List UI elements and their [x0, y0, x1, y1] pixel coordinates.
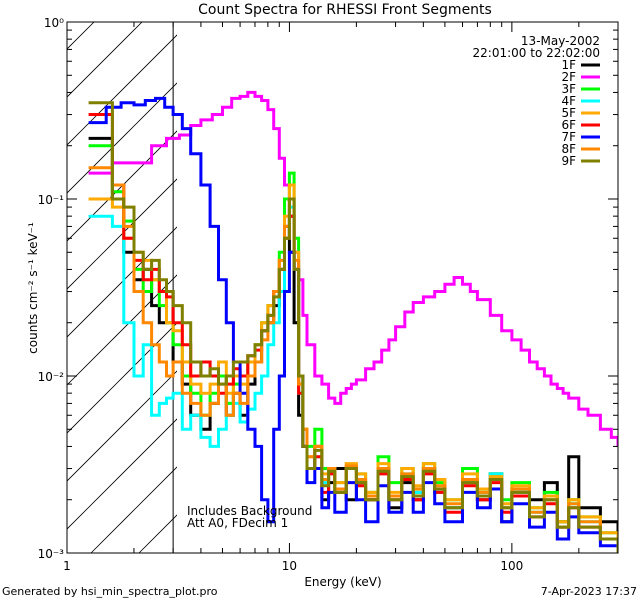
legend-label-4F: 4F	[561, 94, 576, 108]
x-axis-label: Energy (keV)	[304, 575, 381, 589]
hatch-line	[67, 418, 177, 530]
series-line-9F	[88, 101, 618, 553]
y-tick-label: 10⁰	[44, 16, 64, 30]
series-line-2F	[88, 90, 618, 447]
x-tick-label: 100	[500, 559, 523, 573]
x-tick-label: 1	[63, 559, 71, 573]
footer-generator: Generated by hsi_min_spectra_plot.pro	[2, 585, 218, 598]
legend-label-7F: 7F	[561, 130, 576, 144]
legend-label-6F: 6F	[561, 118, 576, 132]
hatch-line	[67, 34, 177, 146]
y-tick-label: 10⁻¹	[38, 193, 65, 207]
legend-label-8F: 8F	[561, 142, 576, 156]
legend-label-3F: 3F	[561, 82, 576, 96]
x-tick-label: 10	[282, 559, 297, 573]
legend-label-9F: 9F	[561, 154, 576, 168]
y-tick-label: 10⁻²	[38, 370, 65, 384]
footer-timestamp: 7-Apr-2023 17:37	[541, 585, 637, 598]
hatch-line	[67, 370, 177, 482]
chart-title: Count Spectra for RHESSI Front Segments	[198, 2, 492, 18]
hatch-line	[67, 178, 177, 290]
plot-frame	[66, 21, 619, 554]
axis-tick-labels: 1 10 100 10⁰ 10⁻¹ 10⁻² 10⁻³	[38, 16, 524, 573]
y-axis-label: counts cm⁻² s⁻¹ keV⁻¹	[26, 222, 40, 354]
observation-date: 13-May-2002	[521, 34, 600, 48]
annotation-background: Includes Background	[187, 504, 312, 518]
series-group	[88, 90, 618, 553]
annotation-attenuator: Att A0, FDecim 1	[187, 516, 288, 530]
axis-ticks	[66, 22, 619, 554]
legend-label-1F: 1F	[561, 58, 576, 72]
attenuator-hatch	[67, 22, 177, 553]
y-tick-label: 10⁻³	[38, 547, 65, 561]
hatch-line	[67, 22, 143, 98]
legend-label-2F: 2F	[561, 70, 576, 84]
legend-label-5F: 5F	[561, 106, 576, 120]
observation-time-range: 22:01:00 to 22:02:00	[473, 46, 600, 60]
hatch-line	[67, 226, 177, 338]
